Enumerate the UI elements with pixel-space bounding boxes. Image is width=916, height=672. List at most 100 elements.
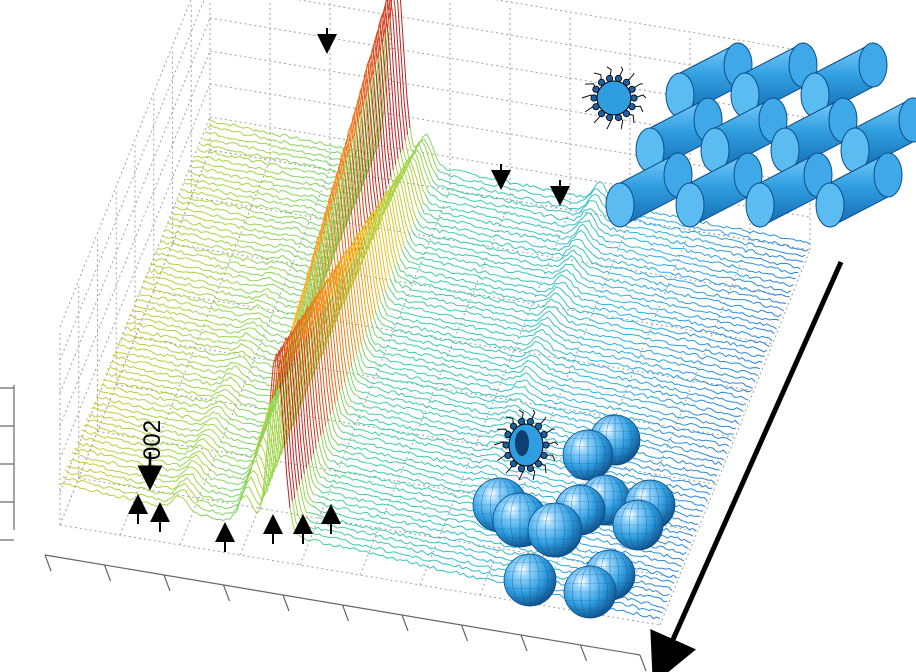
series-line-segment <box>129 339 140 345</box>
series-line-segment <box>634 574 645 578</box>
series-line-segment <box>597 365 609 369</box>
series-line-segment <box>732 355 743 360</box>
series-line-segment <box>747 235 758 241</box>
series-line-segment <box>286 368 298 491</box>
series-line-segment <box>676 415 687 420</box>
series-line-segment <box>398 373 410 379</box>
series-line-segment <box>547 221 559 226</box>
series-line-segment <box>697 360 708 366</box>
series-line-segment <box>559 322 571 329</box>
series-line-segment <box>403 497 415 500</box>
series-line-segment <box>232 274 244 278</box>
series-line-segment <box>179 351 190 356</box>
series-line-segment <box>543 258 555 262</box>
series-line-segment <box>635 379 646 385</box>
series-line-segment <box>460 489 472 493</box>
series-line-segment <box>519 290 530 295</box>
series-line-segment <box>379 529 390 533</box>
series-line-segment <box>147 482 158 488</box>
series-line-segment <box>701 297 712 301</box>
series-line-segment <box>392 416 403 421</box>
series-line-segment <box>326 498 337 502</box>
series-line-segment <box>377 401 388 405</box>
series-line-segment <box>580 208 591 218</box>
series-line-segment <box>517 189 528 193</box>
series-line-segment <box>526 404 537 411</box>
series-line-segment <box>426 278 438 284</box>
series-line-segment <box>201 218 212 222</box>
series-line-segment <box>664 334 675 339</box>
series-line-segment <box>163 309 175 315</box>
series-line-segment <box>413 340 424 344</box>
series-line-segment <box>642 227 654 231</box>
grid-line <box>599 239 751 616</box>
series-line-segment <box>279 379 291 509</box>
series-line-segment <box>625 377 636 382</box>
series-line-segment <box>446 281 458 286</box>
series-line-segment <box>528 216 539 221</box>
series-line-segment <box>756 321 767 326</box>
series-line-segment <box>681 428 692 433</box>
series-line-segment <box>242 276 253 282</box>
series-line-segment <box>544 282 555 286</box>
series-line-segment <box>708 279 719 286</box>
series-line-segment <box>695 417 707 424</box>
series-line-segment <box>399 424 411 430</box>
series-line-segment <box>172 236 183 242</box>
series-line-segment <box>586 286 598 292</box>
series-line-segment <box>523 379 535 388</box>
series-line-segment <box>459 413 470 416</box>
series-line-segment <box>662 476 673 482</box>
series-line-segment <box>430 323 441 328</box>
series-line-segment <box>221 197 232 201</box>
series-line-segment <box>206 465 218 476</box>
series-line-segment <box>524 280 535 283</box>
series-line-segment <box>416 383 427 388</box>
series-line-segment <box>436 549 448 553</box>
series-line-segment <box>236 362 248 369</box>
series-line-segment <box>476 288 488 294</box>
series-line-segment <box>712 377 724 383</box>
series-line-segment <box>131 441 142 446</box>
series-line-segment <box>692 508 703 512</box>
series-line-segment <box>628 397 639 402</box>
series-line-segment <box>154 491 165 494</box>
series-line-segment <box>219 491 230 498</box>
series-line-segment <box>699 220 711 226</box>
series-line-segment <box>440 570 451 573</box>
series-line-segment <box>384 518 395 522</box>
series-line-segment <box>212 271 224 275</box>
series-line-segment <box>431 399 442 404</box>
series-line-segment <box>740 389 751 393</box>
series-line-segment <box>431 536 443 539</box>
series-line-segment <box>216 365 228 369</box>
series-line-segment <box>384 211 396 267</box>
series-line-segment <box>241 350 253 360</box>
series-line-segment <box>338 470 349 474</box>
series-line-segment <box>377 426 388 431</box>
series-line-segment <box>670 535 682 541</box>
series-line-segment <box>645 407 657 412</box>
series-line-segment <box>486 373 497 377</box>
series-line-segment <box>458 387 470 391</box>
series-line-segment <box>704 478 716 484</box>
series-line-segment <box>741 305 752 311</box>
series-line-segment <box>95 396 106 400</box>
series-line-segment <box>377 28 389 146</box>
series-line-segment <box>669 457 680 464</box>
series-line-segment <box>309 512 320 516</box>
series-line-segment <box>248 209 260 214</box>
series-line-segment <box>470 465 481 469</box>
series-line-segment <box>329 543 341 547</box>
series-line-segment <box>596 531 607 536</box>
series-line-segment <box>365 49 377 97</box>
series-line-segment <box>501 549 512 555</box>
series-line-segment <box>667 381 679 386</box>
series-line-segment <box>661 425 672 429</box>
series-line-segment <box>535 250 547 255</box>
series-line-segment <box>709 356 721 363</box>
series-line-segment <box>411 505 422 508</box>
series-line-segment <box>148 319 160 324</box>
series-line-segment <box>627 347 638 350</box>
series-line-segment <box>310 328 322 436</box>
